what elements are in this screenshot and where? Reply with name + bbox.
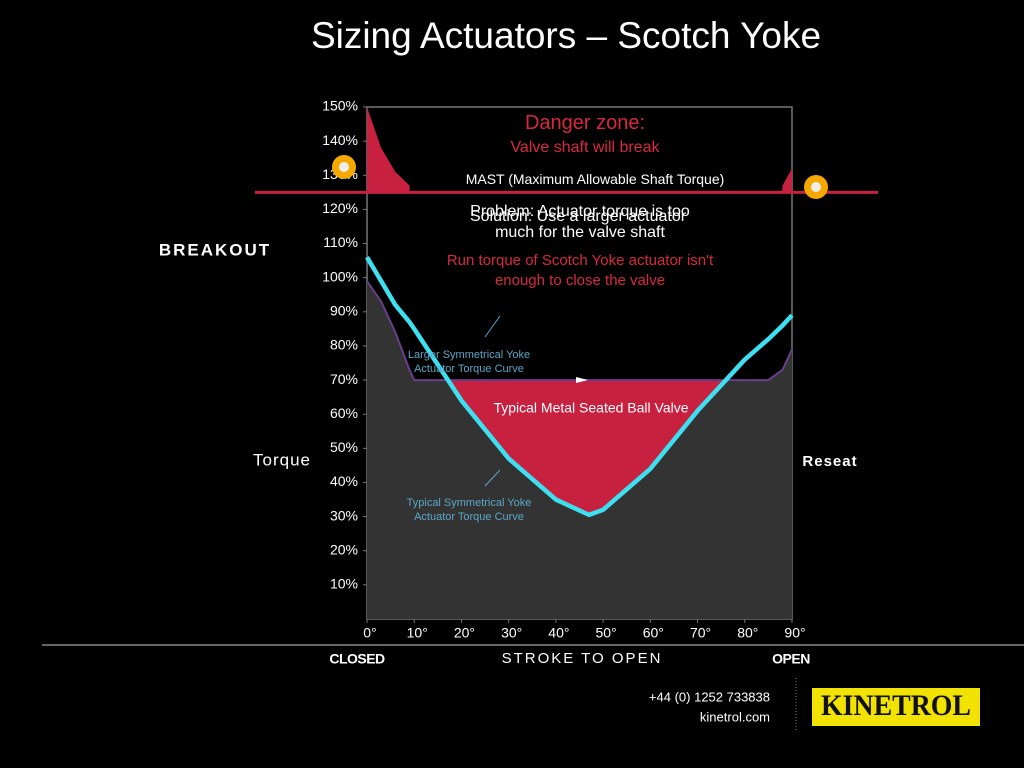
y-tick-label: 20% xyxy=(330,541,358,557)
solution: Solution: Use a larger actuator xyxy=(469,208,687,225)
x-tick-label: 20° xyxy=(454,625,475,641)
leader xyxy=(484,469,501,487)
website: kinetrol.com xyxy=(700,709,770,724)
run-torque: Run torque of Scotch Yoke actuator isn't… xyxy=(446,252,714,289)
logo-box xyxy=(812,688,980,726)
x-tick-label: 80° xyxy=(737,625,758,641)
y-right-label: Reseat xyxy=(802,453,857,470)
y-axis-label: Torque xyxy=(253,450,311,469)
x-tick-label: 70° xyxy=(690,625,711,641)
danger-title: Danger zone: xyxy=(524,112,646,134)
y-tick-label: 140% xyxy=(322,132,358,148)
x-tick-label: 10° xyxy=(407,625,428,641)
leader xyxy=(484,315,501,338)
mast-label: MAST (Maximum Allowable Shaft Torque) xyxy=(465,171,725,187)
plot: 10% 20% 30% 40% 50% 60% 70% 80% 90% 100% 110% 120% 1… xyxy=(255,98,878,641)
x-end-label: OPEN xyxy=(772,651,810,667)
series-label: Typical Symmetrical Yoke Actuator Torque… xyxy=(406,497,532,524)
series-label: Larger Symmetrical Yoke Actuator Torque … xyxy=(407,349,531,376)
danger-text: Valve shaft will break xyxy=(510,139,660,156)
marker-icon-inner xyxy=(811,182,821,192)
y-tick-label: 120% xyxy=(322,200,358,216)
x-tick-label: 90° xyxy=(784,625,805,641)
y-tick-label: 100% xyxy=(322,268,358,284)
run-area xyxy=(414,380,769,515)
y-tick-label: 60% xyxy=(330,405,358,421)
phone: +44 (0) 1252 733838 xyxy=(649,689,770,704)
x-tick-label: 30° xyxy=(501,625,522,641)
series-line xyxy=(365,256,794,518)
y-tick-label: 30% xyxy=(330,507,358,523)
marker-icon-inner xyxy=(339,162,349,172)
series-label: Typical Metal Seated Ball Valve xyxy=(493,400,688,416)
y-tick-label: 150% xyxy=(322,98,358,114)
x-axis-label: STROKE TO OPEN xyxy=(502,650,663,667)
y-tick-label: 50% xyxy=(330,439,358,455)
y-tick-label: 80% xyxy=(330,337,358,353)
x-tick-label: 60° xyxy=(643,625,664,641)
y-tick-label: 10% xyxy=(330,576,358,592)
problem: Problem: Actuator torque is too much for… xyxy=(470,203,690,241)
y-tick-label: 70% xyxy=(330,371,358,387)
arrow xyxy=(576,377,588,383)
x-tick-label: 0° xyxy=(363,625,376,641)
x-tick-label: 40° xyxy=(548,625,569,641)
logo: KINETROL xyxy=(821,689,971,722)
y-tick-label: 90% xyxy=(330,303,358,319)
x-start-label: CLOSED xyxy=(329,651,385,667)
y-tick-label: 110% xyxy=(323,234,358,250)
title: Sizing Actuators – Scotch Yoke xyxy=(311,15,821,56)
y-top-label: BREAKOUT xyxy=(159,240,271,259)
y-tick-label: 40% xyxy=(330,473,358,489)
x-tick-label: 50° xyxy=(596,625,617,641)
series-line xyxy=(366,280,793,382)
